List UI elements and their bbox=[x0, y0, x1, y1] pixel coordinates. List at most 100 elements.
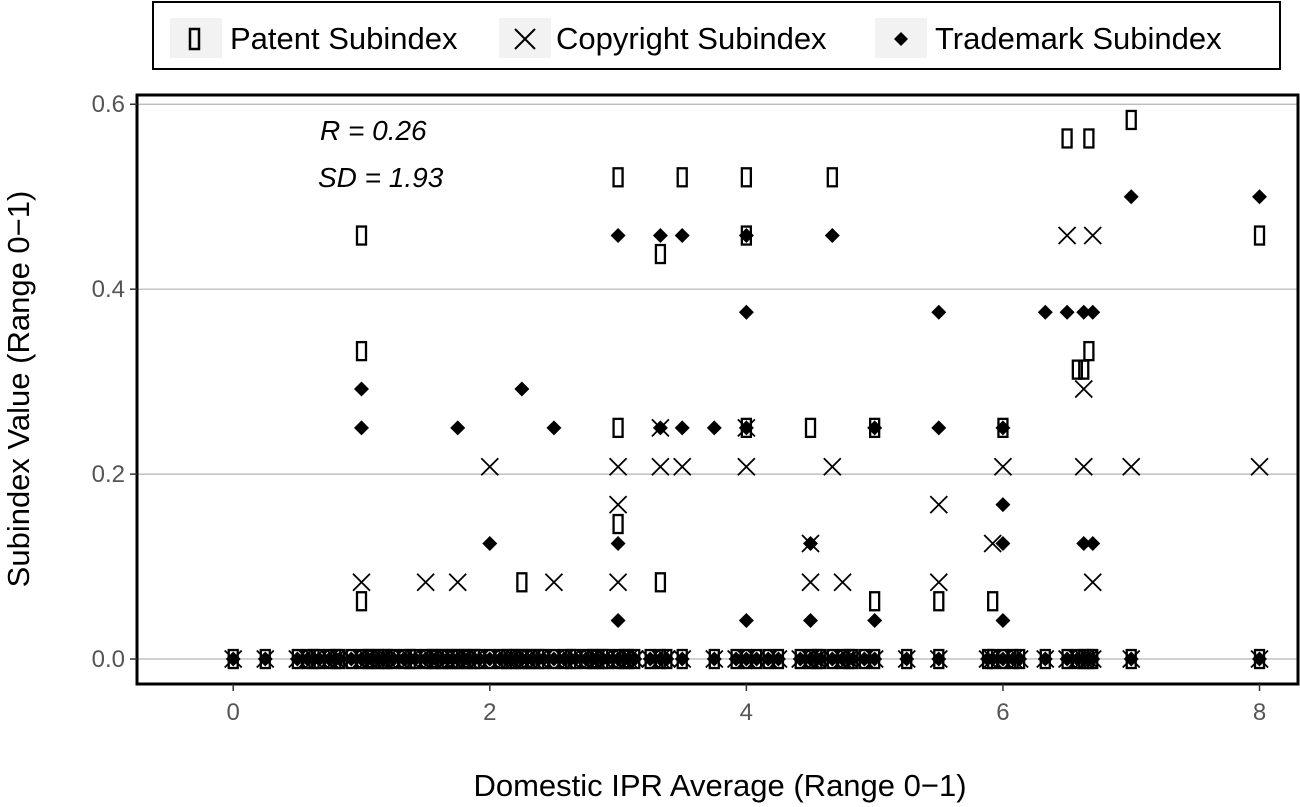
trademark-point bbox=[482, 535, 498, 551]
patent-point bbox=[1083, 128, 1095, 149]
patent-point bbox=[654, 572, 667, 593]
copyright-point bbox=[1122, 649, 1141, 669]
patent-point bbox=[933, 591, 945, 612]
copyright-point bbox=[993, 457, 1013, 476]
trademark-point bbox=[995, 497, 1011, 513]
copyright-point bbox=[651, 418, 670, 438]
copyright-point bbox=[1074, 457, 1093, 476]
copyright-point bbox=[1083, 649, 1102, 669]
copyright-point bbox=[448, 573, 467, 592]
copyright-point bbox=[657, 649, 676, 669]
x-tick-label: 2 bbox=[483, 699, 496, 726]
copyright-point bbox=[1083, 226, 1102, 245]
trademark-point bbox=[995, 612, 1011, 628]
copyright-point bbox=[737, 418, 756, 438]
copyright-point bbox=[1250, 457, 1269, 476]
patent-point bbox=[804, 417, 817, 439]
patent-point bbox=[355, 591, 368, 612]
patent-point bbox=[612, 513, 624, 535]
trademark-point bbox=[610, 228, 626, 244]
plot-panel bbox=[137, 95, 1298, 684]
copyright-point bbox=[929, 649, 948, 669]
copyright-point bbox=[256, 649, 275, 669]
copyright-point bbox=[608, 495, 628, 514]
trademark-point bbox=[1059, 304, 1075, 320]
trademark-point bbox=[1123, 189, 1139, 205]
trademark-point bbox=[995, 420, 1011, 436]
trademark-point bbox=[738, 304, 754, 320]
copyright-point bbox=[983, 534, 1002, 553]
annotation-sd: SD = 1.93 bbox=[318, 162, 444, 193]
x-axis: 0 2 4 6 8 bbox=[227, 684, 1266, 726]
copyright-point bbox=[608, 457, 628, 476]
trademark-point bbox=[652, 228, 668, 244]
patent-point bbox=[355, 340, 368, 362]
patent-point bbox=[869, 591, 881, 612]
trademark-point bbox=[995, 535, 1011, 551]
trademark-point bbox=[824, 228, 840, 244]
y-tick-label: 0.0 bbox=[92, 646, 125, 673]
trademark-point bbox=[1085, 304, 1101, 320]
legend-label-copyright: Copyright Subindex bbox=[556, 21, 827, 56]
trademark-point bbox=[546, 420, 562, 436]
copyright-point bbox=[823, 457, 842, 476]
copyright-point bbox=[416, 573, 435, 592]
copyright-point bbox=[608, 573, 628, 592]
trademark-point bbox=[354, 381, 370, 397]
x-tick-label: 8 bbox=[1253, 699, 1266, 726]
y-tick-label: 0.4 bbox=[92, 276, 125, 303]
patent-point bbox=[676, 167, 688, 188]
patent-point bbox=[1125, 109, 1137, 131]
trademark-point bbox=[1252, 189, 1268, 205]
legend-label-trademark: Trademark Subindex bbox=[935, 21, 1222, 56]
copyright-point bbox=[352, 573, 371, 592]
trademark-point bbox=[610, 535, 626, 551]
trademark-point bbox=[867, 420, 883, 436]
trademark-point bbox=[674, 420, 690, 436]
patent-point bbox=[987, 591, 999, 612]
trademark-point bbox=[931, 420, 947, 436]
trademark-point bbox=[706, 420, 722, 436]
trademark-point bbox=[450, 420, 466, 436]
legend-box bbox=[152, 1, 1281, 70]
copyright-point bbox=[1036, 649, 1055, 669]
patent-point bbox=[612, 417, 624, 439]
copyright-point bbox=[673, 649, 692, 669]
trademark-point bbox=[738, 228, 754, 244]
patent-point bbox=[355, 225, 368, 246]
copyright-point bbox=[801, 534, 820, 553]
x-tick-label: 4 bbox=[740, 699, 753, 726]
copyright-point bbox=[801, 573, 820, 592]
x-tick-label: 6 bbox=[996, 699, 1009, 726]
copyright-point bbox=[833, 573, 852, 592]
y-axis: 0.0 0.2 0.4 0.6 bbox=[92, 91, 137, 673]
copyright-point bbox=[673, 457, 692, 476]
annotation-r: R = 0.26 bbox=[320, 115, 427, 146]
copyright-point bbox=[1010, 649, 1029, 669]
trademark-point bbox=[354, 420, 370, 436]
trademark-point bbox=[1037, 304, 1053, 320]
legend-key-copyright-icon bbox=[514, 28, 536, 50]
patent-point bbox=[1061, 128, 1073, 149]
copyright-point bbox=[865, 649, 884, 669]
patent-point bbox=[612, 167, 624, 188]
legend: Patent Subindex Copyright Subindex Trade… bbox=[152, 1, 1281, 70]
trademark-point bbox=[1076, 304, 1092, 320]
patent-point bbox=[516, 572, 528, 593]
copyright-point bbox=[1074, 379, 1093, 399]
trademark-point bbox=[867, 612, 883, 628]
copyright-point bbox=[625, 649, 644, 669]
patent-point bbox=[1253, 225, 1266, 246]
legend-label-patent: Patent Subindex bbox=[230, 21, 458, 56]
x-axis-title: Domestic IPR Average (Range 0−1) bbox=[473, 768, 966, 803]
patent-point bbox=[740, 167, 753, 188]
trademark-point bbox=[931, 304, 947, 320]
trademark-point bbox=[674, 228, 690, 244]
y-tick-label: 0.6 bbox=[92, 91, 125, 118]
copyright-point bbox=[769, 649, 788, 669]
trademark-point bbox=[514, 381, 530, 397]
trademark-point bbox=[1076, 535, 1092, 551]
copyright-point bbox=[480, 457, 499, 476]
trademark-point bbox=[610, 612, 626, 628]
